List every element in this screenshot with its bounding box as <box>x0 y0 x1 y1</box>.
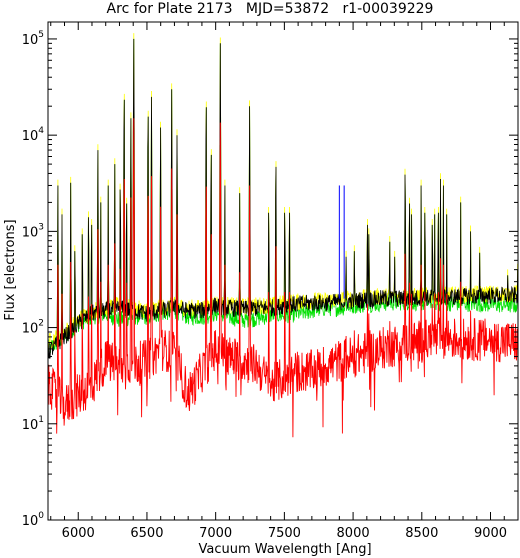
y-tick-label: 105 <box>22 30 44 48</box>
x-tick-label: 8500 <box>405 526 438 541</box>
y-tick-label: 101 <box>22 415 44 433</box>
spectrum-series-4 <box>48 118 518 438</box>
y-tick-label: 102 <box>22 319 44 337</box>
x-tick-label: 8000 <box>337 526 370 541</box>
y-axis: 100 101 102 103 104 105 <box>22 30 518 529</box>
y-tick-label: 104 <box>22 126 45 144</box>
spectrum-series-3 <box>48 38 518 359</box>
x-tick-label: 7000 <box>199 526 232 541</box>
x-tick-label: 7500 <box>268 526 301 541</box>
chart-title: Arc for Plate 2173 MJD=53872 r1-00039229 <box>107 1 434 17</box>
plot-series <box>48 33 518 438</box>
x-tick-label: 9000 <box>474 526 507 541</box>
x-tick-label: 6000 <box>62 526 95 541</box>
x-axis: 6000 6500 7000 7500 8000 8500 9000 <box>50 22 519 541</box>
y-axis-label: Flux [electrons] <box>3 219 18 320</box>
plot-frame <box>47 21 519 521</box>
y-tick-label: 100 <box>22 511 45 529</box>
x-tick-label: 6500 <box>130 526 163 541</box>
y-tick-label: 103 <box>22 222 44 240</box>
x-axis-label: Vacuum Wavelength [Ang] <box>198 542 371 557</box>
